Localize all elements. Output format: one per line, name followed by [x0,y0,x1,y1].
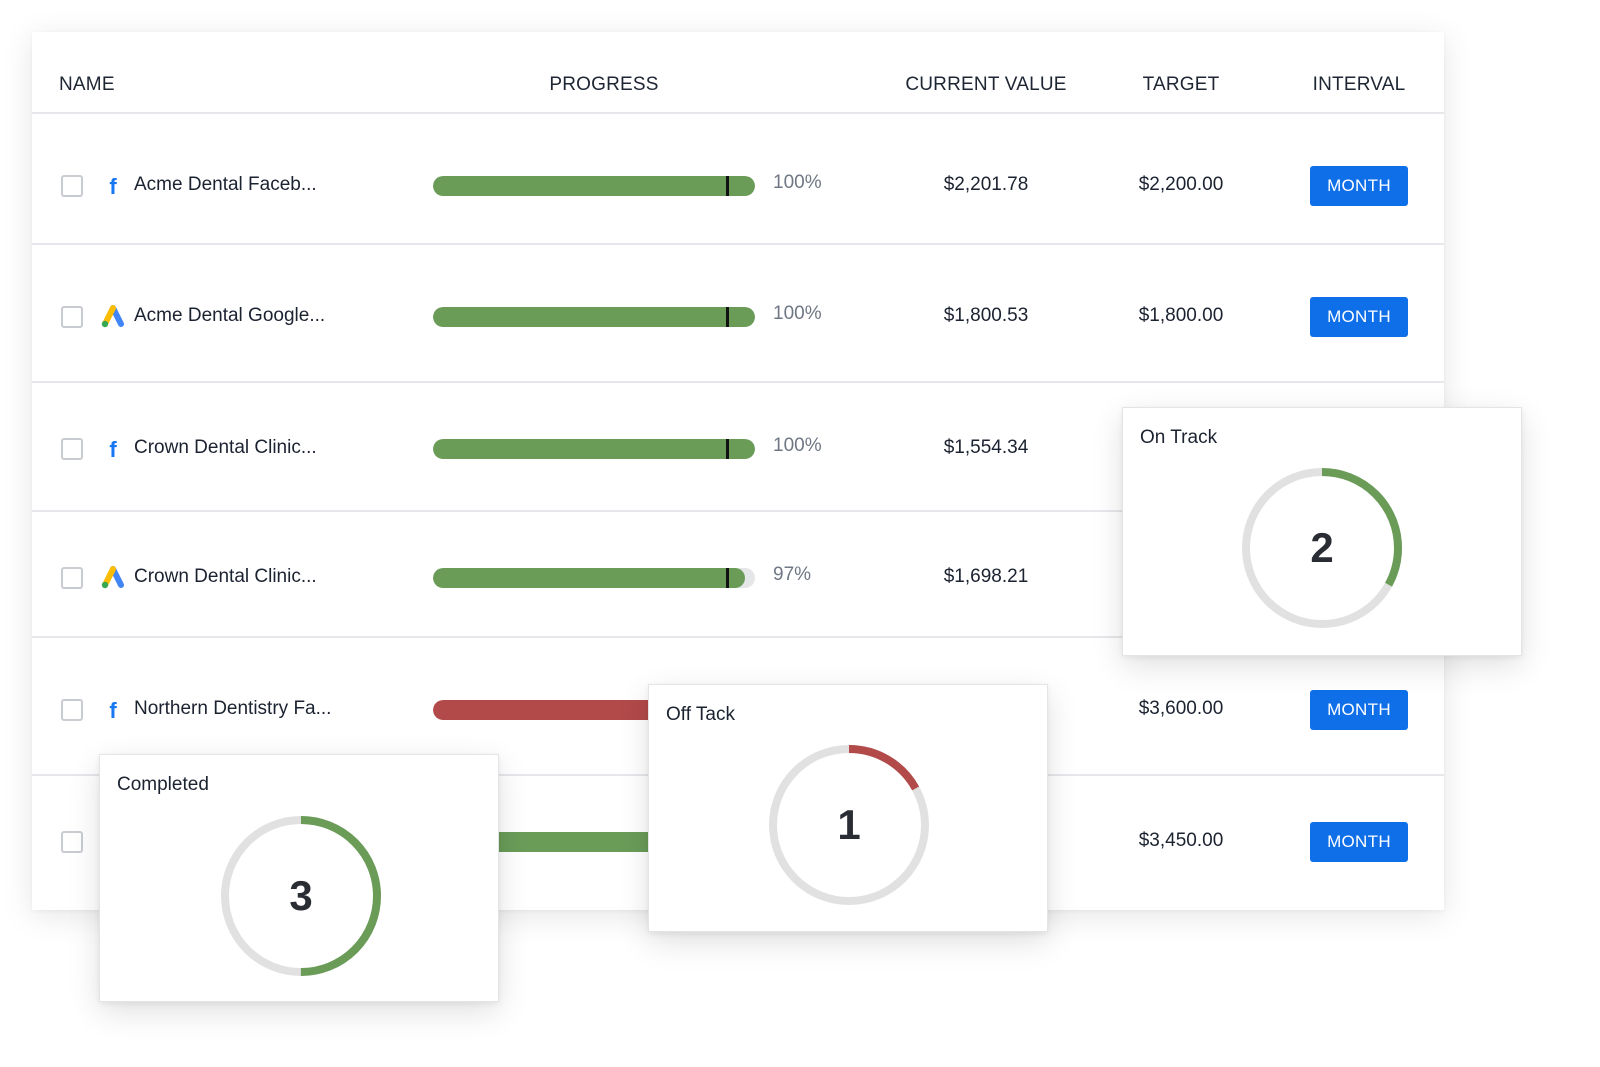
table-row[interactable]: Acme Dental Google... 100% $1,800.53 $1,… [32,245,1444,383]
current-value: $2,201.78 [943,174,1029,195]
on-track-count: 2 [1310,524,1334,571]
row-name[interactable]: Acme Dental Faceb... [134,174,317,195]
on-track-title: On Track [1140,427,1218,448]
completed-title: Completed [117,774,209,795]
row-name[interactable]: Crown Dental Clinic... [134,566,317,587]
progress-fill [433,307,755,327]
facebook-icon: f [109,174,117,199]
row-checkbox[interactable] [61,699,83,721]
current-value: $1,800.53 [943,305,1029,326]
interval-button[interactable]: MONTH [1310,166,1408,206]
progress-percent: 100% [773,303,822,324]
off-track-title: Off Tack [666,704,735,725]
table-row[interactable]: Crown Dental Clinic... 97% $1,698.21 [32,512,1444,638]
interval-button[interactable]: MONTH [1310,822,1408,862]
row-checkbox[interactable] [61,831,83,853]
off-track-count: 1 [837,801,861,848]
row-checkbox[interactable] [61,438,83,460]
row-name[interactable]: Northern Dentistry Fa... [134,698,332,719]
row-checkbox[interactable] [61,567,83,589]
row-checkbox[interactable] [61,175,83,197]
off-track-card[interactable]: Off Tack 1 [648,684,1048,932]
progress-percent: 100% [773,435,822,456]
target-value: $1,800.00 [1138,305,1224,326]
progress-bar [433,439,755,459]
on-track-card[interactable]: On Track 2 [1122,407,1522,656]
target-marker [726,176,729,196]
header-target[interactable]: TARGET [1142,74,1220,95]
target-value: $3,450.00 [1138,830,1224,851]
header-current-value[interactable]: CURRENT VALUE [905,74,1067,95]
target-value: $3,600.00 [1138,698,1224,719]
completed-count: 3 [289,872,313,919]
current-value: $1,554.34 [943,437,1029,458]
progress-bar [433,568,755,588]
interval-button[interactable]: MONTH [1310,297,1408,337]
header-interval[interactable]: INTERVAL [1312,74,1406,95]
progress-bar [433,307,755,327]
row-checkbox[interactable] [61,306,83,328]
on-track-ring [1242,468,1402,628]
row-name[interactable]: Crown Dental Clinic... [134,437,317,458]
table-header: NAME PROGRESS CURRENT VALUE TARGET INTER… [32,32,1444,114]
progress-bar [433,176,755,196]
off-track-ring [769,745,929,905]
table-row[interactable]: f Acme Dental Faceb... 100% $2,201.78 $2… [32,114,1444,245]
google-ads-icon [101,566,124,589]
target-marker [726,439,729,459]
svg-text:f: f [109,698,117,723]
target-marker [726,568,729,588]
completed-card[interactable]: Completed 3 [99,754,499,1002]
header-progress[interactable]: PROGRESS [549,74,659,95]
progress-percent: 100% [773,172,822,193]
google-ads-icon [101,305,124,328]
facebook-icon: f [109,698,117,723]
svg-text:f: f [109,174,117,199]
current-value: $1,698.21 [943,566,1029,587]
header-name[interactable]: NAME [59,74,115,95]
svg-text:f: f [109,437,117,462]
target-marker [726,307,729,327]
table-row[interactable]: f Crown Dental Clinic... 100% $1,554.34 [32,383,1444,512]
row-name[interactable]: Acme Dental Google... [134,305,326,326]
progress-percent: 97% [773,564,812,585]
progress-fill [433,176,755,196]
target-value: $2,200.00 [1138,174,1224,195]
interval-button[interactable]: MONTH [1310,690,1408,730]
progress-fill [433,568,746,588]
facebook-icon: f [109,437,117,462]
completed-ring [221,816,381,976]
progress-fill [433,439,755,459]
